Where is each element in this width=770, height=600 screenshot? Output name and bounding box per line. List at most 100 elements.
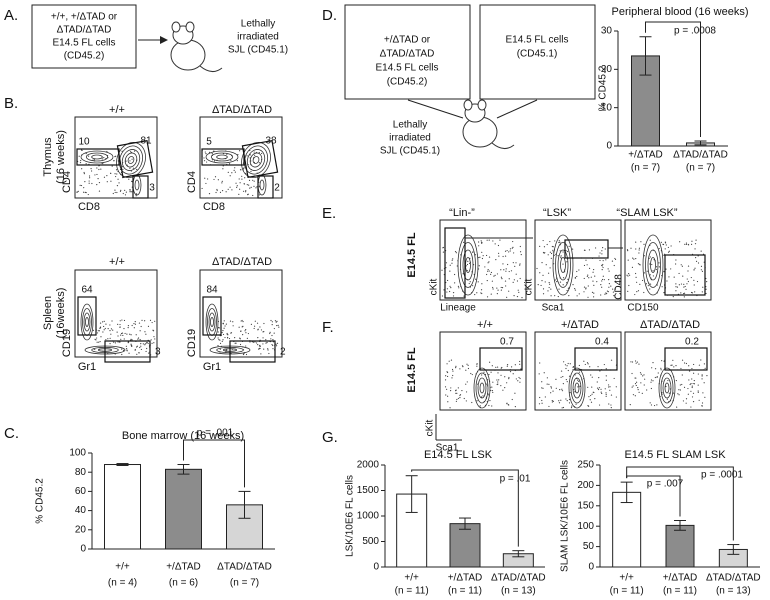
event-dot: [649, 274, 651, 276]
event-dot: [103, 320, 105, 322]
gate-value: 2: [280, 347, 286, 358]
event-dot: [579, 385, 581, 387]
event-dot: [241, 175, 243, 177]
event-dot: [272, 338, 274, 341]
event-dot: [506, 364, 509, 366]
event-dot: [492, 286, 494, 289]
event-dot: [519, 245, 521, 248]
event-dot: [546, 383, 548, 385]
event-dot: [663, 292, 665, 294]
event-dot: [443, 289, 445, 291]
event-dot: [678, 394, 680, 396]
event-dot: [254, 341, 256, 343]
contour: [208, 312, 216, 332]
event-dot: [130, 343, 132, 345]
event-dot: [101, 321, 104, 323]
event-dot: [476, 400, 478, 402]
event-dot: [547, 272, 550, 274]
event-dot: [216, 188, 218, 191]
event-dot: [675, 379, 677, 382]
event-dot: [638, 391, 640, 394]
event-dot: [246, 184, 248, 186]
event-dot: [272, 344, 274, 347]
event-dot: [223, 320, 225, 322]
event-dot: [125, 191, 127, 193]
plot-frame: [199, 116, 283, 199]
event-dot: [684, 285, 686, 288]
event-dot: [688, 379, 690, 381]
event-dot: [551, 400, 553, 402]
event-dot: [588, 249, 590, 251]
event-dot: [232, 325, 234, 327]
event-dot: [564, 364, 567, 366]
event-dot: [656, 376, 658, 379]
event-dot: [687, 265, 690, 267]
event-dot: [682, 275, 684, 277]
y-axis-label: CD19: [186, 329, 198, 357]
event-dot: [667, 246, 669, 249]
event-dot: [680, 264, 682, 266]
event-dot: [600, 294, 602, 296]
event-dot: [152, 330, 155, 332]
event-dot: [113, 341, 115, 343]
event-dot: [488, 261, 490, 263]
event-dot: [685, 398, 688, 400]
x-tick-label: +/+: [404, 573, 419, 584]
bar: [104, 464, 141, 550]
event-dot: [614, 296, 616, 298]
event-dot: [607, 384, 610, 386]
contour: [475, 372, 489, 404]
event-dot: [494, 274, 496, 276]
event-dot: [471, 401, 473, 404]
event-dot: [80, 184, 83, 187]
event-dot: [608, 286, 610, 288]
event-dot: [267, 348, 269, 350]
event-dot: [138, 322, 141, 324]
event-dot: [514, 405, 516, 408]
event-dot: [692, 401, 695, 403]
event-dot: [98, 190, 101, 192]
event-dot: [586, 275, 588, 278]
event-dot: [587, 405, 590, 407]
sample-size: (n = 7): [631, 163, 660, 174]
event-dot: [491, 405, 493, 407]
event-dot: [587, 363, 589, 365]
y-axis-label: CD48: [614, 274, 625, 300]
event-dot: [151, 321, 153, 324]
event-dot: [449, 285, 451, 287]
event-dot: [147, 342, 149, 345]
event-dot: [574, 289, 577, 291]
event-dot: [614, 288, 616, 290]
error-bar: [639, 36, 652, 76]
event-dot: [681, 265, 683, 267]
event-dot: [99, 322, 102, 324]
event-dot: [490, 271, 493, 274]
event-dot: [244, 330, 246, 332]
event-dot: [661, 286, 663, 288]
plot-frame: [199, 269, 283, 358]
gate: [132, 175, 149, 199]
event-dot: [491, 280, 493, 282]
event-dot: [249, 341, 251, 343]
event-dot: [463, 241, 465, 244]
panel-label: A.: [4, 7, 18, 24]
event-dot: [605, 379, 607, 381]
x-tick-label: +/+: [115, 562, 130, 573]
event-dot: [131, 324, 133, 327]
event-dot: [561, 388, 563, 390]
event-dot: [598, 404, 601, 406]
event-dot: [94, 338, 96, 340]
event-dot: [601, 286, 603, 288]
event-dot: [587, 274, 589, 276]
event-dot: [131, 345, 133, 348]
event-dot: [643, 384, 645, 386]
event-dot: [590, 276, 592, 278]
event-dot: [111, 165, 113, 167]
event-dot: [78, 155, 80, 157]
event-dot: [451, 262, 453, 264]
event-dot: [571, 248, 574, 250]
event-dot: [481, 251, 483, 253]
chart-title: Bone marrow (16 weeks): [122, 430, 244, 442]
event-dot: [110, 333, 112, 335]
event-dot: [678, 389, 680, 391]
